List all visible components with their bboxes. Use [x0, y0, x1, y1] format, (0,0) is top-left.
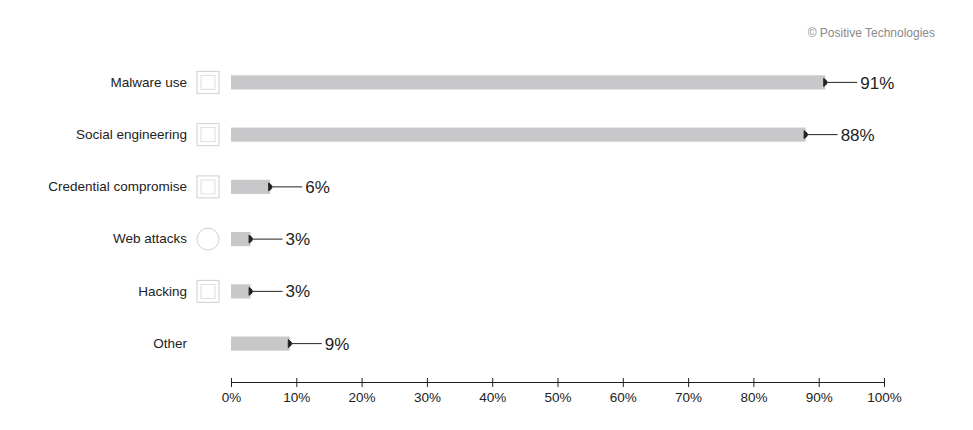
tick-mark	[688, 378, 689, 387]
tick-mark	[884, 378, 885, 387]
icon-shape	[201, 284, 215, 298]
icon-shape	[197, 176, 219, 198]
value-tick: 100%	[867, 378, 902, 405]
tick-mark	[427, 378, 428, 387]
tick-mark	[558, 378, 559, 387]
annotation: © Positive Technologies	[808, 26, 935, 40]
category-tick: Credential compromise	[48, 179, 231, 194]
category-tick: Social engineering	[76, 127, 231, 142]
data-label: 3%	[286, 230, 311, 249]
tick-label: 20%	[349, 390, 376, 405]
category-label: Malware use	[110, 75, 187, 90]
category-icon	[197, 71, 219, 93]
value-tick: 10%	[283, 378, 310, 405]
value-tick: 30%	[414, 378, 441, 405]
category-icon	[197, 124, 219, 146]
data-label: 91%	[860, 74, 894, 93]
tick-label: 10%	[283, 390, 310, 405]
tick-mark	[492, 378, 493, 387]
bar	[231, 128, 806, 142]
leader-line	[270, 186, 302, 187]
tick-mark	[623, 378, 624, 387]
value-axis: 0% 10% 20% 30% 40% 50% 60% 70% 80% 90% 100%	[222, 378, 902, 405]
category-icon	[197, 176, 219, 198]
icons	[197, 71, 219, 302]
tick-label: 90%	[806, 390, 833, 405]
tick-label: 80%	[740, 390, 767, 405]
icon-shape	[197, 71, 219, 93]
leader-line	[825, 82, 857, 83]
icon-shape	[197, 228, 219, 250]
bar-end-marker	[288, 340, 291, 348]
tick-label: 70%	[675, 390, 702, 405]
data-label: 88%	[841, 126, 875, 145]
category-label: Other	[153, 336, 187, 351]
tick-label: 100%	[867, 390, 902, 405]
bar	[231, 337, 290, 351]
category-icon	[197, 228, 219, 250]
data-label: 3%	[286, 282, 311, 301]
tick-label: 40%	[479, 390, 506, 405]
category-axis: Malware use Social engineering Credential …	[48, 75, 231, 351]
leader-line	[251, 239, 283, 240]
category-tick: Hacking	[138, 284, 231, 299]
leader-line	[251, 291, 283, 292]
category-tick: Other	[153, 336, 231, 351]
data-label: 9%	[325, 335, 350, 354]
value-tick: 70%	[675, 378, 702, 405]
leader-line	[290, 343, 322, 344]
category-label: Social engineering	[76, 127, 187, 142]
icon-shape	[197, 124, 219, 146]
value-tick: 20%	[349, 378, 376, 405]
category-tick: Malware use	[110, 75, 231, 90]
category-label: Credential compromise	[48, 179, 187, 194]
bar	[231, 284, 251, 298]
tick-mark	[362, 378, 363, 387]
data-labels: 91% 88% 6% 3% 3% 9%	[249, 74, 894, 354]
icon-shape	[197, 280, 219, 302]
category-label: Web attacks	[113, 231, 187, 246]
bar-end-marker	[824, 78, 827, 86]
bar-end-marker	[249, 287, 252, 295]
value-tick: 40%	[479, 378, 506, 405]
bar-end-marker	[249, 235, 252, 243]
value-tick: 60%	[610, 378, 637, 405]
tick-mark	[819, 378, 820, 387]
category-tick: Web attacks	[113, 231, 231, 246]
chart: © Positive Technologies 91% 88% 6% 3% 3% 9% Mal…	[0, 0, 973, 430]
icon-shape	[201, 180, 215, 194]
value-tick: 90%	[806, 378, 833, 405]
value-tick: 0%	[222, 378, 242, 405]
bar	[231, 75, 825, 89]
leader-line	[806, 134, 838, 135]
bars	[231, 75, 825, 350]
tick-mark	[231, 378, 232, 387]
bar-end-marker	[804, 131, 807, 139]
category-label: Hacking	[138, 284, 187, 299]
value-tick: 80%	[740, 378, 767, 405]
icon-shape	[201, 128, 215, 142]
bar	[231, 180, 270, 194]
icon-shape	[201, 75, 215, 89]
bar	[231, 232, 251, 246]
tick-mark	[753, 378, 754, 387]
tick-label: 60%	[610, 390, 637, 405]
tick-mark	[296, 378, 297, 387]
bar-end-marker	[269, 183, 272, 191]
tick-label: 50%	[544, 390, 571, 405]
tick-label: 30%	[414, 390, 441, 405]
value-tick: 50%	[544, 378, 571, 405]
tick-label: 0%	[222, 390, 242, 405]
data-label: 6%	[305, 178, 330, 197]
category-icon	[197, 280, 219, 302]
